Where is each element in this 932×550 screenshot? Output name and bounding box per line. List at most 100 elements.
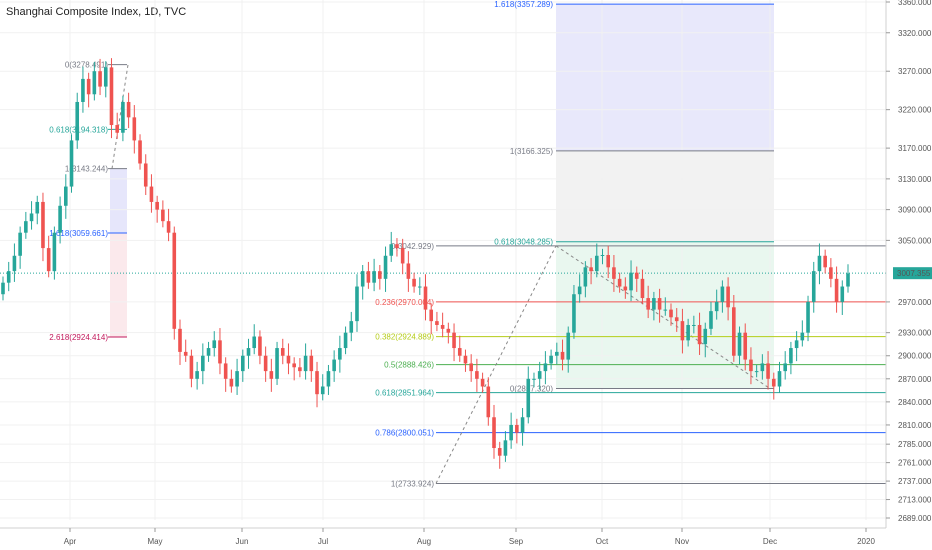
candle (794, 331, 799, 362)
candle-body (6, 271, 11, 283)
candle-body (652, 298, 656, 310)
fib-ext-level-label: 1(3166.325) (510, 147, 553, 156)
candle (703, 322, 708, 358)
candle (817, 243, 822, 285)
candle (223, 357, 228, 392)
last-price-label: 3007.355 (897, 269, 931, 278)
price-tick-label: 3270.000 (898, 67, 932, 76)
candle-body (846, 273, 850, 287)
candle (823, 249, 827, 274)
candle-body (789, 348, 793, 364)
candle-body (81, 78, 85, 102)
candle (298, 358, 302, 378)
candle (315, 361, 319, 408)
candle (537, 361, 542, 390)
candle-body (480, 378, 485, 387)
candle-body (606, 255, 611, 268)
candle-body (475, 371, 479, 379)
candle-body (86, 78, 91, 95)
candle-body (532, 378, 536, 380)
candle (29, 201, 34, 230)
candle (161, 200, 165, 228)
candle-body (286, 355, 291, 364)
candle-body (754, 371, 759, 373)
candle (372, 258, 376, 292)
candle-body (794, 340, 799, 349)
candle-body (503, 440, 508, 456)
candle-body (378, 271, 382, 279)
candle (657, 288, 662, 323)
candle (92, 61, 97, 101)
candle (195, 361, 199, 390)
candle-body (189, 355, 194, 379)
candle (634, 266, 639, 292)
candle (811, 261, 816, 313)
candle (326, 364, 331, 395)
candle-body (275, 348, 279, 379)
candle (829, 258, 833, 288)
candle (771, 372, 776, 400)
candle (806, 295, 810, 342)
candle-body (817, 255, 822, 272)
price-tick-label: 2840.000 (898, 398, 932, 407)
candle (355, 274, 359, 332)
time-tick-label: Aug (417, 537, 431, 546)
candle (275, 341, 279, 385)
candle-body (155, 201, 159, 210)
price-tick-label: 3220.000 (898, 106, 932, 115)
candle-body (783, 363, 787, 372)
fib-ret-level-label: 0.5(2888.426) (384, 361, 434, 370)
candle (440, 312, 445, 338)
candle-body (92, 71, 97, 95)
candle (669, 303, 673, 326)
candle (338, 335, 342, 373)
candle (583, 261, 588, 298)
candle-body (800, 332, 805, 341)
candle-body (703, 328, 708, 345)
price-tick-label: 3320.000 (898, 29, 932, 38)
candle (612, 255, 616, 292)
candle (452, 323, 456, 362)
candle-body (366, 271, 371, 283)
candle (395, 238, 399, 257)
chart-title: Shanghai Composite Index, 1D, TVC (6, 6, 187, 18)
candle (258, 330, 262, 365)
candle-body (46, 248, 51, 272)
zones-layer (110, 4, 774, 389)
candle-body (686, 324, 690, 341)
candle-body (303, 355, 308, 372)
candle-body (332, 359, 336, 372)
fib-left-level-label: 0(3278.491) (65, 61, 108, 70)
fib-ext-mid-zone (556, 150, 774, 242)
candle-body (657, 298, 662, 310)
candle-body (720, 286, 725, 302)
candle-body (69, 140, 74, 187)
candle-body (343, 332, 348, 349)
candle-body (771, 378, 776, 387)
candle-body (161, 209, 165, 222)
candle (526, 366, 531, 424)
candle (332, 350, 336, 382)
candle (6, 261, 11, 292)
candle-body (24, 221, 28, 233)
candle-body (309, 355, 314, 372)
candle (497, 441, 502, 469)
candle-body (172, 232, 177, 329)
candle-body (212, 340, 217, 349)
fib-left-level-label: 1.618(3059.661) (49, 229, 108, 238)
candle-body (560, 351, 565, 360)
candle (309, 349, 314, 382)
candle (206, 341, 211, 362)
candle-body (674, 317, 679, 322)
candle (680, 308, 685, 354)
candle (692, 315, 696, 334)
fib-ret-level-label: 0.786(2800.051) (375, 429, 434, 438)
candle-body (829, 267, 833, 279)
candle-body (543, 363, 548, 372)
candle-body (263, 355, 268, 372)
candle-body (355, 286, 359, 322)
candle (1, 276, 5, 301)
candle-body (18, 232, 22, 256)
